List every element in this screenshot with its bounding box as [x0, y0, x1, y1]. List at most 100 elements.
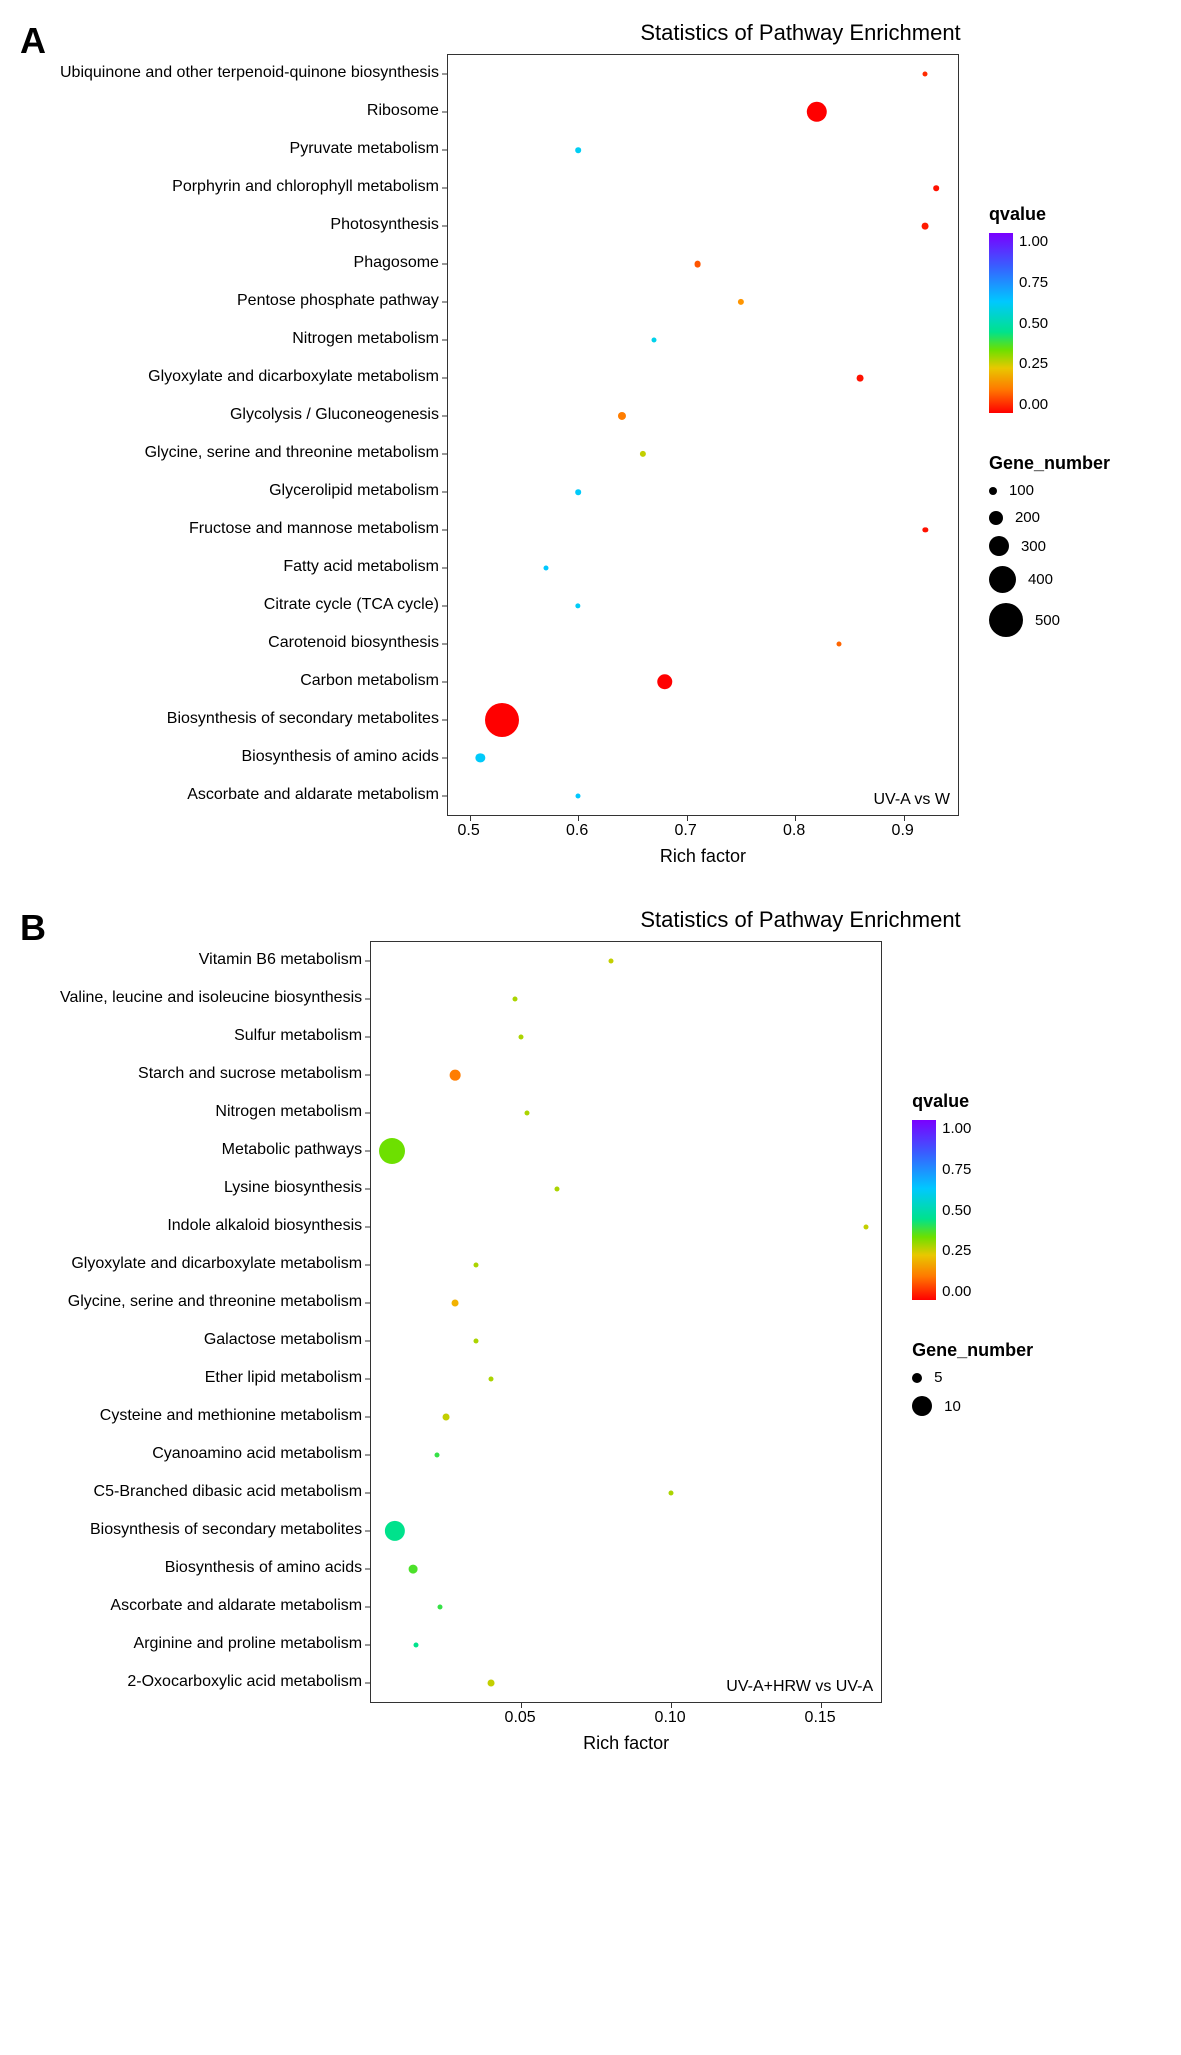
y-label: Galactose metabolism: [60, 1321, 362, 1359]
size-legend-label: 5: [934, 1369, 942, 1386]
y-label: Phagosome: [60, 244, 439, 282]
legends-b: qvalue 1.000.750.500.250.00 Gene_number …: [912, 941, 1033, 1416]
x-title-b: Rich factor: [370, 1733, 882, 1754]
data-point: [922, 223, 929, 230]
y-label: Ubiquinone and other terpenoid-quinone b…: [60, 54, 439, 92]
y-label: Vitamin B6 metabolism: [60, 941, 362, 979]
y-label: Fructose and mannose metabolism: [60, 510, 439, 548]
y-label: Carotenoid biosynthesis: [60, 624, 439, 662]
colorbar-tick: 0.00: [942, 1283, 971, 1300]
corner-label-b: UV-A+HRW vs UV-A: [726, 1678, 873, 1696]
corner-label-a: UV-A vs W: [873, 791, 949, 809]
x-tick: 0.15: [805, 1709, 836, 1727]
data-point: [543, 566, 548, 571]
y-label: Biosynthesis of secondary metabolites: [60, 700, 439, 738]
x-ticks-b: 0.05 0.10 0.15: [370, 1709, 880, 1729]
x-tick: 0.05: [505, 1709, 536, 1727]
data-point: [640, 451, 646, 457]
y-label: Carbon metabolism: [60, 662, 439, 700]
y-label: Glycerolipid metabolism: [60, 472, 439, 510]
colorbar-ticks-a: 1.00 0.75 0.50 0.25 0.00: [1019, 233, 1048, 413]
data-point: [438, 1605, 443, 1610]
size-legend-dot: [989, 511, 1003, 525]
x-title-a: Rich factor: [447, 846, 959, 867]
data-point: [857, 375, 864, 382]
data-point: [513, 997, 518, 1002]
data-point: [694, 261, 701, 268]
size-legend-row: 500: [989, 603, 1110, 637]
size-legend-label: 300: [1021, 538, 1046, 555]
colorbar-tick: 0.75: [1019, 274, 1048, 291]
data-point: [450, 1070, 461, 1081]
size-legend-title-b: Gene_number: [912, 1340, 1033, 1361]
size-legend-label: 200: [1015, 509, 1040, 526]
data-point: [575, 489, 581, 495]
data-point: [923, 72, 928, 77]
y-label: Cysteine and methionine metabolism: [60, 1397, 362, 1435]
qvalue-legend-a: qvalue 1.00 0.75 0.50 0.25 0.00: [989, 204, 1110, 413]
panel-letter-b: B: [20, 907, 46, 949]
size-legend-row: 5: [912, 1369, 1033, 1386]
colorbar-tick: 1.00: [1019, 233, 1048, 250]
data-point: [836, 642, 841, 647]
size-legend-row: 300: [989, 536, 1110, 556]
y-label: Nitrogen metabolism: [60, 1093, 362, 1131]
y-label: 2-Oxocarboxylic acid metabolism: [60, 1663, 362, 1701]
y-label: Cyanoamino acid metabolism: [60, 1435, 362, 1473]
data-point: [414, 1643, 419, 1648]
y-label: Porphyrin and chlorophyll metabolism: [60, 168, 439, 206]
data-point: [519, 1035, 524, 1040]
data-point: [657, 674, 672, 689]
y-label: C5-Branched dibasic acid metabolism: [60, 1473, 362, 1511]
y-label: Glyoxylate and dicarboxylate metabolism: [60, 1245, 362, 1283]
y-label: Lysine biosynthesis: [60, 1169, 362, 1207]
data-point: [474, 1339, 479, 1344]
y-label: Biosynthesis of amino acids: [60, 1549, 362, 1587]
size-legend-dot: [989, 566, 1016, 593]
size-legend-a: Gene_number 100200300400500: [989, 453, 1110, 637]
data-point: [555, 1187, 560, 1192]
y-label: Fatty acid metabolism: [60, 548, 439, 586]
colorbar-tick: 0.00: [1019, 396, 1048, 413]
data-point: [807, 102, 827, 122]
size-legend-label: 500: [1035, 612, 1060, 629]
data-point: [669, 1491, 674, 1496]
data-point: [385, 1521, 405, 1541]
colorbar-tick: 0.50: [942, 1202, 971, 1219]
panel-a: A Statistics of Pathway Enrichment Ubiqu…: [20, 20, 1161, 867]
colorbar-tick: 0.25: [1019, 355, 1048, 372]
data-point: [452, 1300, 459, 1307]
data-point: [443, 1414, 450, 1421]
size-legend-dot: [912, 1373, 922, 1383]
data-point: [485, 703, 519, 737]
data-point: [864, 1225, 869, 1230]
qvalue-legend-title-a: qvalue: [989, 204, 1110, 225]
y-label: Glycine, serine and threonine metabolism: [60, 434, 439, 472]
y-label: Pyruvate metabolism: [60, 130, 439, 168]
y-label: Valine, leucine and isoleucine biosynthe…: [60, 979, 362, 1017]
qvalue-legend-title-b: qvalue: [912, 1091, 1033, 1112]
x-ticks-a: 0.50.60.70.80.9: [447, 822, 957, 842]
y-label: Glycine, serine and threonine metabolism: [60, 1283, 362, 1321]
y-label: Indole alkaloid biosynthesis: [60, 1207, 362, 1245]
x-tick: 0.10: [655, 1709, 686, 1727]
y-label: Ribosome: [60, 92, 439, 130]
size-legend-row: 10: [912, 1396, 1033, 1416]
qvalue-legend-b: qvalue 1.000.750.500.250.00: [912, 1091, 1033, 1300]
x-tick: 0.5: [458, 822, 480, 840]
y-label: Glyoxylate and dicarboxylate metabolism: [60, 358, 439, 396]
y-label: Photosynthesis: [60, 206, 439, 244]
size-legend-dot: [989, 487, 997, 495]
y-label: Metabolic pathways: [60, 1131, 362, 1169]
data-point: [379, 1138, 405, 1164]
data-point: [923, 527, 928, 532]
data-point: [409, 1565, 418, 1574]
x-tick: 0.6: [566, 822, 588, 840]
colorbar-tick: 0.50: [1019, 315, 1048, 332]
y-label: Biosynthesis of amino acids: [60, 738, 439, 776]
data-point: [738, 299, 744, 305]
size-legend-title-a: Gene_number: [989, 453, 1110, 474]
size-legend-b: Gene_number 5 10: [912, 1340, 1033, 1416]
size-legend-label: 100: [1009, 482, 1034, 499]
plot-area-a: UV-A vs W: [447, 54, 959, 816]
